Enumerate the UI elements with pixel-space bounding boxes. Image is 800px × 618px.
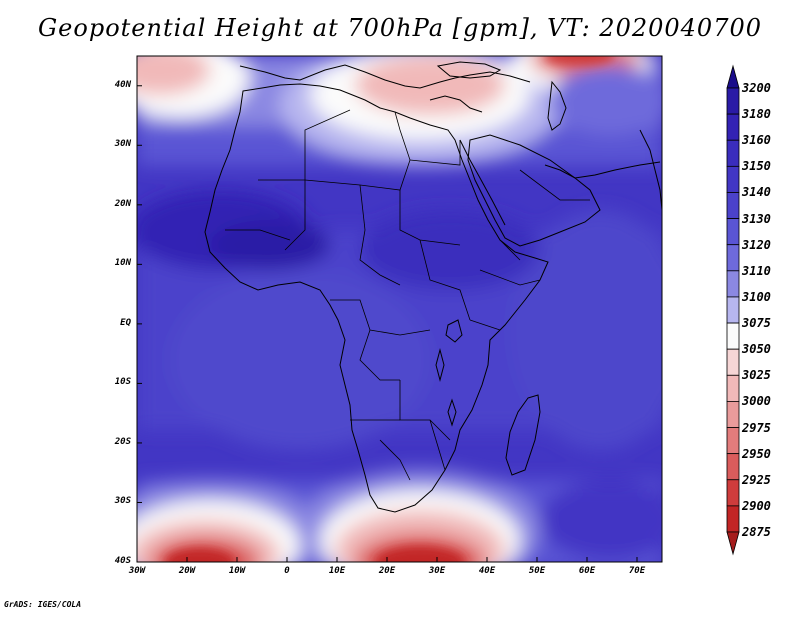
colorbar-level-label: 2875: [742, 525, 771, 539]
longitude-label: 10W: [228, 566, 246, 576]
longitude-label: 40E: [478, 566, 496, 576]
colorbar-segment: [726, 113, 740, 141]
map-title: Geopotential Height at 700hPa [gpm], VT:…: [38, 14, 762, 42]
colorbar-segment: [726, 270, 740, 298]
colorbar-segment: [726, 374, 740, 402]
country-borders: [225, 109, 590, 481]
colorbar-level-label: 2925: [742, 472, 771, 487]
longitude-label: 30E: [428, 566, 446, 576]
colorbar-top-arrow: [726, 64, 740, 89]
grads-credit: GrADS: IGES/COLA: [4, 600, 82, 609]
colorbar-segment: [726, 139, 740, 167]
longitude-label: 50E: [528, 566, 546, 576]
colorbar-segment: [726, 348, 740, 376]
colorbar: [726, 64, 740, 556]
colorbar-level-label: 3200: [742, 81, 771, 95]
colorbar-level-label: 3050: [742, 342, 771, 357]
latitude-label: 30S: [114, 496, 131, 507]
longitude-label: 20E: [378, 566, 396, 576]
colorbar-level-label: 3160: [742, 133, 771, 148]
longitude-label: 70E: [628, 566, 646, 576]
longitude-label: 10E: [328, 566, 346, 576]
colorbar-bottom-arrow: [726, 531, 740, 556]
colorbar-level-label: 2950: [742, 446, 771, 461]
colorbar-segment: [726, 87, 740, 115]
latitude-label: 20S: [114, 436, 131, 447]
colorbar-segment: [726, 218, 740, 246]
colorbar-segment: [726, 479, 740, 507]
latitude-label: 40N: [114, 79, 131, 90]
colorbar-segment: [726, 244, 740, 272]
colorbar-level-label: 2975: [742, 420, 771, 435]
longitude-label: 30W: [128, 566, 146, 576]
latitude-label: 20N: [114, 198, 131, 209]
colorbar-segment: [726, 427, 740, 455]
longitude-label: 20W: [178, 566, 196, 576]
colorbar-segment: [726, 296, 740, 324]
colorbar-level-label: 3000: [742, 394, 771, 409]
latitude-label: 10N: [114, 258, 131, 269]
latitude-label: EQ: [120, 317, 131, 328]
colorbar-level-label: 3140: [742, 185, 771, 200]
colorbar-segment: [726, 322, 740, 350]
latitude-label: 40S: [114, 556, 131, 566]
colorbar-segment: [726, 165, 740, 193]
colorbar-level-label: 3075: [742, 316, 771, 331]
colorbar-level-label: 3025: [742, 368, 771, 383]
coastlines: [204, 61, 662, 513]
latitude-label: 30N: [114, 139, 131, 150]
height-field: [137, 56, 662, 562]
colorbar-segment: [726, 401, 740, 428]
colorbar-level-label: 3120: [742, 237, 771, 252]
latitude-label: 10S: [114, 377, 131, 388]
longitude-label: 0: [284, 566, 290, 576]
colorbar-segment: [726, 505, 740, 533]
longitude-label: 60E: [578, 566, 596, 576]
colorbar-level-label: 3130: [742, 211, 771, 226]
map-frame: [136, 55, 663, 563]
colorbar-level-label: 3110: [742, 263, 771, 278]
colorbar-level-label: 3180: [742, 107, 771, 122]
colorbar-segment: [726, 453, 740, 481]
colorbar-level-label: 3100: [742, 289, 771, 304]
axis-ticks: [136, 85, 638, 563]
colorbar-level-label: 3150: [742, 159, 771, 174]
colorbar-segment: [726, 192, 740, 219]
colorbar-level-label: 2900: [742, 498, 771, 513]
